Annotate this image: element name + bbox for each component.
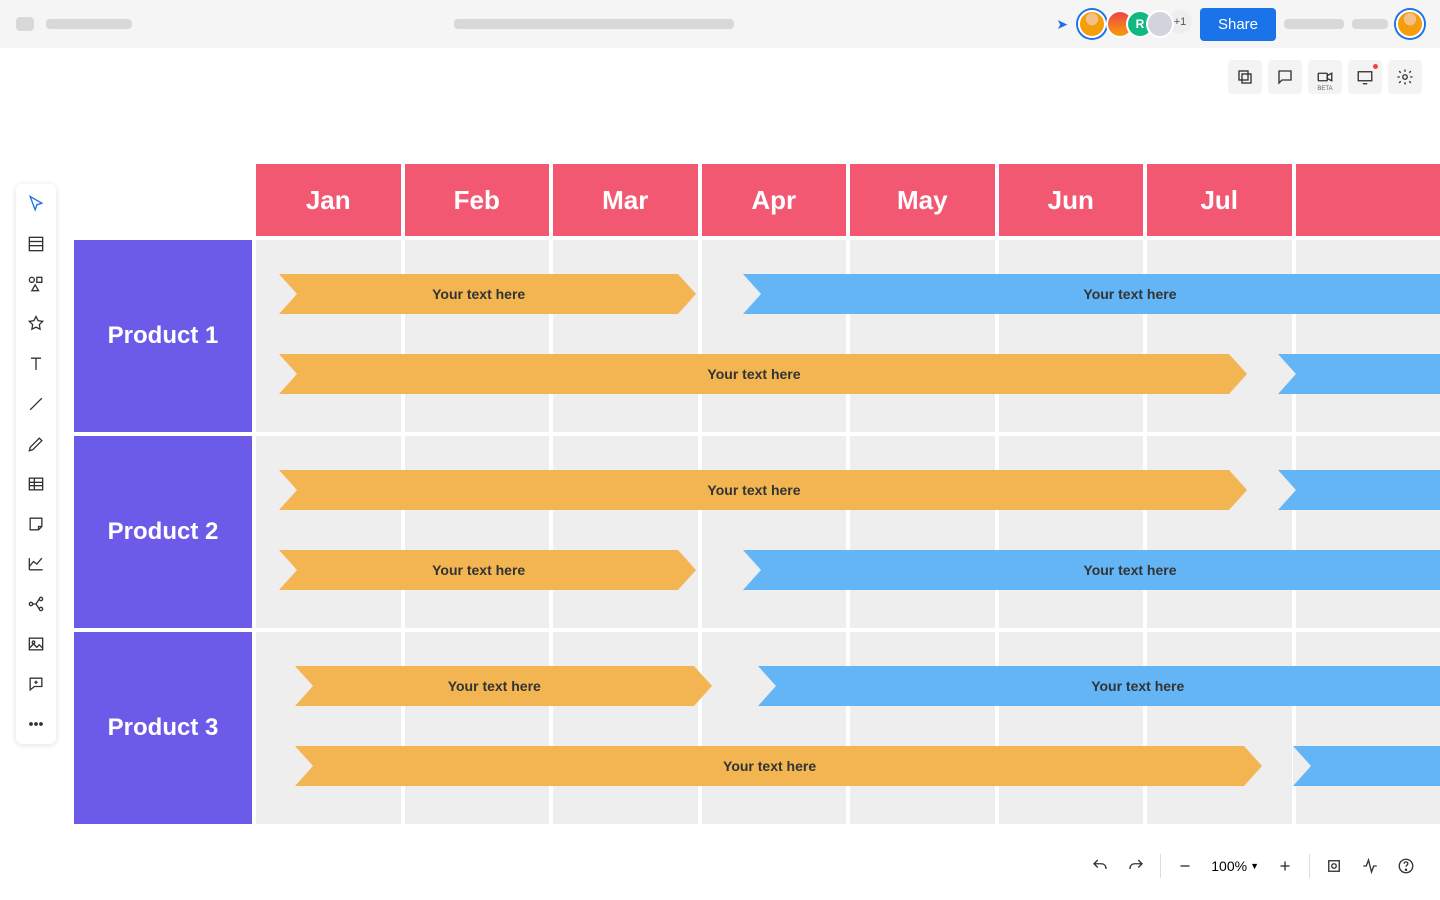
- bottom-controls: 100%▼: [1080, 846, 1426, 886]
- product-row: Product 3Your text hereYour text hereYou…: [74, 632, 1440, 824]
- video-icon[interactable]: BETA: [1308, 60, 1342, 94]
- table-tool-icon[interactable]: [24, 472, 48, 496]
- roadmap-bar[interactable]: [1278, 470, 1440, 510]
- months-header-row: JanFebMarAprMayJunJul: [256, 164, 1440, 236]
- comment-icon[interactable]: [1268, 60, 1302, 94]
- canvas[interactable]: JanFebMarAprMayJunJul Product 1Your text…: [74, 164, 1440, 900]
- share-button[interactable]: Share: [1200, 8, 1276, 41]
- roadmap-bar[interactable]: Your text here: [295, 746, 1244, 786]
- month-header: [1296, 164, 1440, 236]
- product-row: Product 2Your text hereYour text hereYou…: [74, 436, 1440, 628]
- center-placeholder: [454, 19, 734, 29]
- header-placeholder-1: [1284, 19, 1344, 29]
- roadmap-bar[interactable]: Your text here: [279, 354, 1228, 394]
- secondary-toolbar: BETA: [1228, 60, 1422, 94]
- roadmap-bar[interactable]: Your text here: [743, 550, 1440, 590]
- text-tool-icon[interactable]: [24, 352, 48, 376]
- zoom-level[interactable]: 100%▼: [1205, 858, 1265, 874]
- more-tools-icon[interactable]: [24, 712, 48, 736]
- frames-icon[interactable]: [1228, 60, 1262, 94]
- chart-tool-icon[interactable]: [24, 552, 48, 576]
- pen-tool-icon[interactable]: [24, 432, 48, 456]
- roadmap-bar[interactable]: Your text here: [743, 274, 1440, 314]
- top-header: ➤ R +1 Share: [0, 0, 1440, 48]
- comment-tool-icon[interactable]: [24, 672, 48, 696]
- month-header: Jan: [256, 164, 401, 236]
- help-icon[interactable]: [1390, 850, 1422, 882]
- avatar-profile[interactable]: [1396, 10, 1424, 38]
- settings-icon[interactable]: [1388, 60, 1422, 94]
- shapes-tool-icon[interactable]: [24, 272, 48, 296]
- select-tool-icon[interactable]: [24, 192, 48, 216]
- zoom-out-button[interactable]: [1169, 850, 1201, 882]
- product-label: Product 2: [74, 436, 252, 628]
- month-header: Apr: [702, 164, 847, 236]
- month-header: Feb: [405, 164, 550, 236]
- product-lanes: Your text here Your text here Your text he…: [256, 436, 1440, 628]
- header-placeholder-2: [1352, 19, 1388, 29]
- avatar-collab-3[interactable]: [1146, 10, 1174, 38]
- product-label: Product 1: [74, 240, 252, 432]
- image-tool-icon[interactable]: [24, 632, 48, 656]
- mindmap-tool-icon[interactable]: [24, 592, 48, 616]
- roadmap-bar[interactable]: [1293, 746, 1440, 786]
- undo-button[interactable]: [1084, 850, 1116, 882]
- avatar-current-user[interactable]: [1078, 10, 1106, 38]
- menu-placeholder[interactable]: [16, 17, 34, 31]
- roadmap-bar[interactable]: Your text here: [279, 470, 1228, 510]
- template-tool-icon[interactable]: [24, 232, 48, 256]
- activity-icon[interactable]: [1354, 850, 1386, 882]
- present-icon[interactable]: [1348, 60, 1382, 94]
- collaborator-avatars: R +1: [1114, 10, 1192, 38]
- line-tool-icon[interactable]: [24, 392, 48, 416]
- roadmap-bar[interactable]: Your text here: [279, 274, 678, 314]
- month-header: May: [850, 164, 995, 236]
- month-header: Mar: [553, 164, 698, 236]
- star-tool-icon[interactable]: [24, 312, 48, 336]
- roadmap-bar[interactable]: [1278, 354, 1440, 394]
- month-header: Jul: [1147, 164, 1292, 236]
- roadmap-bar[interactable]: Your text here: [279, 550, 678, 590]
- product-lanes: Your text here Your text here Your text he…: [256, 632, 1440, 824]
- zoom-in-button[interactable]: [1269, 850, 1301, 882]
- beta-label: BETA: [1317, 86, 1332, 92]
- month-header: Jun: [999, 164, 1144, 236]
- sticky-tool-icon[interactable]: [24, 512, 48, 536]
- redo-button[interactable]: [1120, 850, 1152, 882]
- fit-button[interactable]: [1318, 850, 1350, 882]
- product-label: Product 3: [74, 632, 252, 824]
- product-lanes: Your text here Your text here Your text he…: [256, 240, 1440, 432]
- product-row: Product 1Your text hereYour text hereYou…: [74, 240, 1440, 432]
- left-toolbar: [16, 184, 56, 744]
- cursor-indicator-icon: ➤: [1056, 16, 1068, 33]
- title-placeholder: [46, 19, 132, 29]
- roadmap-bar[interactable]: Your text here: [758, 666, 1440, 706]
- roadmap-bar[interactable]: Your text here: [295, 666, 694, 706]
